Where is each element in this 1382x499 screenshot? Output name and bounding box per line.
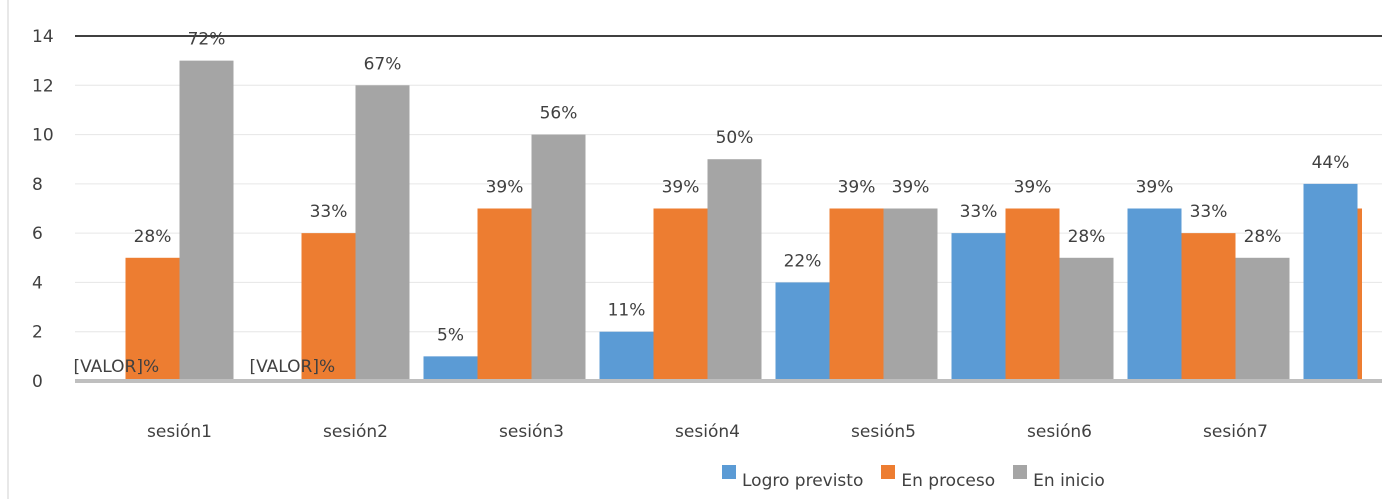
bar bbox=[125, 257, 180, 381]
x-category-label: sesión3 bbox=[499, 422, 564, 442]
bar bbox=[355, 85, 410, 382]
legend-label-logro-previsto: Logro previsto bbox=[742, 471, 864, 491]
data-label: 39% bbox=[486, 178, 524, 198]
bar bbox=[1303, 183, 1358, 381]
y-tick-label: 10 bbox=[32, 126, 54, 146]
y-tick-label: 4 bbox=[32, 273, 43, 293]
legend-swatch-en-inicio bbox=[1013, 465, 1028, 479]
y-tick-label: 6 bbox=[32, 224, 43, 244]
bar bbox=[1235, 257, 1290, 381]
y-tick-label: 14 bbox=[32, 27, 54, 47]
data-label: 22% bbox=[784, 251, 822, 271]
data-label: 28% bbox=[1244, 227, 1282, 247]
data-label: 56% bbox=[540, 104, 578, 124]
bar bbox=[883, 208, 938, 381]
bar bbox=[1357, 208, 1362, 381]
legend-swatch-en-proceso bbox=[881, 465, 896, 479]
legend-item-en-proceso: En proceso bbox=[881, 465, 995, 491]
data-label: [VALOR]% bbox=[250, 357, 336, 377]
data-label: 67% bbox=[364, 54, 402, 74]
bar bbox=[423, 356, 478, 381]
legend-item-logro-previsto: Logro previsto bbox=[722, 465, 863, 491]
bar bbox=[599, 331, 654, 381]
data-label: 39% bbox=[1014, 178, 1052, 198]
bar bbox=[477, 208, 532, 381]
legend-item-en-inicio: En inicio bbox=[1013, 465, 1105, 491]
x-category-label: sesión4 bbox=[675, 422, 740, 442]
x-category-label: sesión6 bbox=[1027, 422, 1092, 442]
data-label: 5% bbox=[437, 325, 464, 345]
bar bbox=[1005, 208, 1060, 381]
bar bbox=[707, 159, 762, 381]
bar bbox=[1059, 257, 1114, 381]
bars-group: [VALOR]% [VALOR]% 5% 11% 22% 33% 39% 44% 28% 33% 3… bbox=[74, 30, 1362, 442]
bar bbox=[829, 208, 884, 381]
data-label: 39% bbox=[892, 178, 930, 198]
legend-swatch-logro-previsto bbox=[722, 465, 736, 479]
data-label: 33% bbox=[1190, 202, 1228, 222]
x-category-label: sesión2 bbox=[323, 422, 388, 442]
data-label: 33% bbox=[310, 202, 348, 222]
y-tick-label: 8 bbox=[32, 175, 43, 195]
data-label: 11% bbox=[608, 301, 646, 321]
bar bbox=[1181, 233, 1236, 381]
legend-label-en-inicio: En inicio bbox=[1033, 471, 1105, 491]
data-label: [VALOR]% bbox=[74, 357, 160, 377]
bar bbox=[531, 134, 586, 381]
bar bbox=[653, 208, 708, 381]
x-category-label: sesión5 bbox=[851, 422, 916, 442]
y-tick-label: 2 bbox=[32, 323, 43, 343]
data-label: 28% bbox=[1068, 227, 1106, 247]
data-label: 33% bbox=[960, 202, 998, 222]
y-tick-label: 0 bbox=[32, 372, 43, 392]
bar bbox=[1127, 208, 1182, 381]
bar bbox=[775, 282, 830, 381]
data-label: 39% bbox=[1136, 178, 1174, 198]
data-label: 39% bbox=[838, 178, 876, 198]
x-category-label: sesión1 bbox=[147, 422, 212, 442]
data-label: 39% bbox=[662, 178, 700, 198]
data-label: 72% bbox=[188, 30, 226, 50]
bar bbox=[301, 233, 356, 381]
x-category-label: sesión7 bbox=[1203, 422, 1268, 442]
data-label: 28% bbox=[134, 227, 172, 247]
bar bbox=[951, 233, 1006, 381]
legend: Logro previsto En proceso En inicio bbox=[722, 461, 1123, 491]
bar bbox=[179, 60, 234, 382]
data-label: 50% bbox=[716, 128, 754, 148]
y-tick-label: 12 bbox=[32, 76, 54, 96]
legend-label-en-proceso: En proceso bbox=[901, 471, 996, 491]
data-label: 44% bbox=[1312, 153, 1350, 173]
